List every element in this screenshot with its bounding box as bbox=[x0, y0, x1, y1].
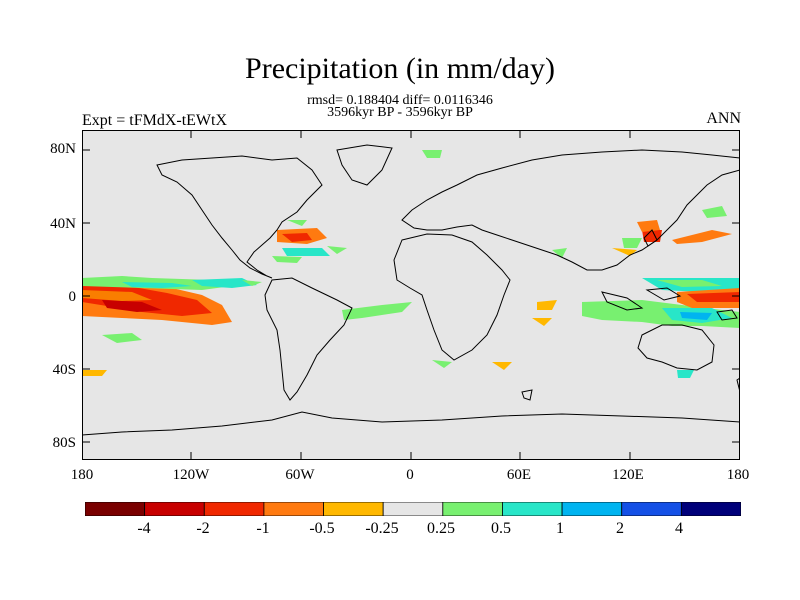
precipitation-map bbox=[82, 130, 740, 460]
map-title: Precipitation (in mm/day) bbox=[245, 52, 555, 85]
colorbar-label: 1 bbox=[556, 520, 564, 537]
lon-label: 0 bbox=[406, 467, 414, 483]
season-label: ANN bbox=[706, 110, 741, 127]
lon-label: 180 bbox=[70, 467, 94, 483]
axis-ticks bbox=[82, 130, 740, 460]
colorbar-label: 0.25 bbox=[427, 520, 455, 537]
lon-label: 60W bbox=[285, 467, 315, 483]
colorbar-box bbox=[502, 502, 563, 516]
colorbar-box bbox=[621, 502, 682, 516]
lat-label: 0 bbox=[68, 289, 77, 305]
stats-line: rmsd= 0.188404 diff= 0.0116346 bbox=[307, 93, 493, 108]
lon-label: 60E bbox=[506, 467, 532, 483]
colorbar-box bbox=[680, 502, 741, 516]
lat-label: 80S bbox=[52, 435, 76, 451]
colorbar-box bbox=[203, 502, 265, 516]
period-line: 3596kyr BP - 3596kyr BP bbox=[327, 105, 473, 120]
colorbar-label: -1 bbox=[256, 520, 270, 537]
lat-label: 80N bbox=[50, 141, 76, 157]
coastlines bbox=[82, 144, 740, 436]
lon-label: 180 bbox=[726, 467, 750, 483]
anomaly-patches bbox=[82, 150, 740, 378]
colorbar-label: 4 bbox=[675, 520, 683, 537]
lon-label: 120E bbox=[612, 467, 644, 483]
colorbar-label: -0.25 bbox=[365, 520, 399, 537]
lat-label: 40S bbox=[52, 362, 76, 378]
colorbar-box bbox=[144, 502, 205, 516]
colorbar-label: 2 bbox=[616, 520, 624, 537]
lat-label: 40N bbox=[50, 216, 76, 232]
colorbar-label: 0.5 bbox=[491, 520, 511, 537]
colorbar-label: -4 bbox=[137, 520, 151, 537]
colorbar-label: -0.5 bbox=[309, 520, 335, 537]
colorbar-box bbox=[85, 502, 146, 516]
colorbar bbox=[85, 502, 741, 516]
experiment-label: Expt = tFMdX-tEWtX bbox=[82, 112, 228, 129]
colorbar-box bbox=[561, 502, 623, 516]
colorbar-box bbox=[323, 502, 384, 516]
lon-label: 120W bbox=[172, 467, 210, 483]
colorbar-label: -2 bbox=[196, 520, 210, 537]
colorbar-box bbox=[382, 502, 444, 516]
colorbar-box bbox=[263, 502, 324, 516]
colorbar-box bbox=[442, 502, 503, 516]
